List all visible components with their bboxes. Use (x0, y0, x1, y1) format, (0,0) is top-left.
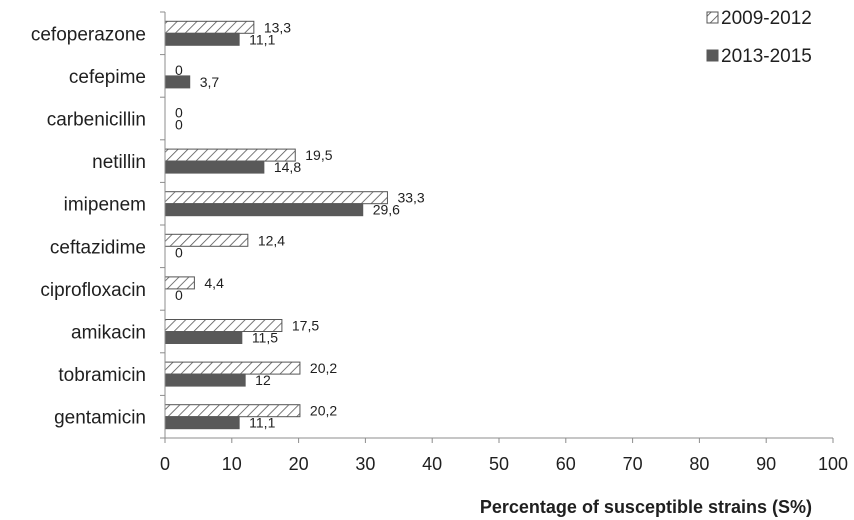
bar-2009-2012-imipenem (164, 191, 388, 205)
x-tick-label-40: 40 (422, 454, 442, 474)
category-label-ceftazidime: ceftazidime (50, 237, 146, 258)
data-label-2013-2015-ciprofloxacin: 0 (175, 287, 183, 303)
category-label-ciprofloxacin: ciprofloxacin (40, 280, 146, 301)
data-label-2013-2015-cefepime: 3,7 (200, 74, 220, 90)
x-tick-label-70: 70 (623, 454, 643, 474)
data-label-2009-2012-amikacin: 17,5 (292, 318, 319, 334)
legend: 2009-2012 2013-2015 (706, 8, 812, 67)
bar-2013-2015-amikacin (164, 331, 243, 344)
x-tick-label-80: 80 (689, 454, 709, 474)
data-label-2009-2012-ceftazidime: 12,4 (258, 232, 285, 248)
data-label-2013-2015-amikacin: 11,5 (252, 330, 278, 346)
data-label-2009-2012-ciprofloxacin: 4,4 (204, 275, 224, 291)
data-label-2009-2012-gentamicin: 20,2 (310, 403, 337, 419)
bar-2013-2015-netillin (164, 160, 265, 174)
bar-2009-2012-tobramicin (164, 361, 301, 375)
data-label-2013-2015-carbenicillin: 0 (175, 117, 183, 133)
data-label-2009-2012-cefepime: 0 (175, 62, 183, 78)
category-label-carbenicillin: carbenicillin (47, 110, 146, 131)
bar-2013-2015-imipenem (164, 203, 364, 217)
data-label-2009-2012-tobramicin: 20,2 (310, 360, 337, 376)
x-tick-label-100: 100 (818, 454, 848, 474)
legend-swatch-2009-2012 (706, 11, 719, 24)
data-label-2013-2015-ceftazidime: 0 (175, 244, 183, 260)
data-label-2013-2015-gentamicin: 11,1 (249, 415, 275, 431)
category-label-gentamicin: gentamicin (54, 408, 146, 429)
x-tick-label-50: 50 (489, 454, 509, 474)
bar-2009-2012-cefoperazone (164, 20, 255, 34)
x-tick-label-0: 0 (160, 454, 170, 474)
x-tick-label-60: 60 (556, 454, 576, 474)
x-axis-title: Percentage of susceptible strains (S%) (480, 497, 812, 517)
data-label-2009-2012-imipenem: 33,3 (397, 190, 424, 206)
data-label-2013-2015-cefoperazone: 11,1 (249, 31, 275, 47)
category-label-tobramicin: tobramicin (58, 365, 146, 386)
legend-swatch-2013-2015 (706, 49, 719, 62)
data-label-2009-2012-cefoperazone: 13,3 (264, 19, 291, 35)
legend-label-2009-2012: 2009-2012 (721, 8, 812, 29)
data-label-2013-2015-imipenem: 29,6 (373, 202, 400, 218)
category-label-cefoperazone: cefoperazone (31, 24, 146, 45)
x-tick-label-30: 30 (355, 454, 375, 474)
data-label-2009-2012-carbenicillin: 0 (175, 105, 183, 121)
x-tick-label-20: 20 (289, 454, 309, 474)
category-label-cefepime: cefepime (69, 67, 146, 88)
bar-2013-2015-tobramicin (164, 373, 246, 387)
data-label-2013-2015-netillin: 14,8 (274, 159, 301, 175)
bar-2013-2015-cefoperazone (164, 32, 240, 46)
data-label-2009-2012-netillin: 19,5 (305, 147, 332, 163)
bar-2013-2015-gentamicin (164, 416, 240, 430)
bar-2009-2012-gentamicin (164, 404, 301, 418)
category-label-netillin: netillin (92, 152, 146, 173)
category-label-amikacin: amikacin (71, 323, 146, 344)
x-tick-label-10: 10 (222, 454, 242, 474)
x-tick-label-90: 90 (756, 454, 776, 474)
category-label-imipenem: imipenem (64, 195, 146, 216)
data-label-2013-2015-tobramicin: 12 (255, 372, 271, 388)
legend-label-2013-2015: 2013-2015 (721, 46, 812, 67)
